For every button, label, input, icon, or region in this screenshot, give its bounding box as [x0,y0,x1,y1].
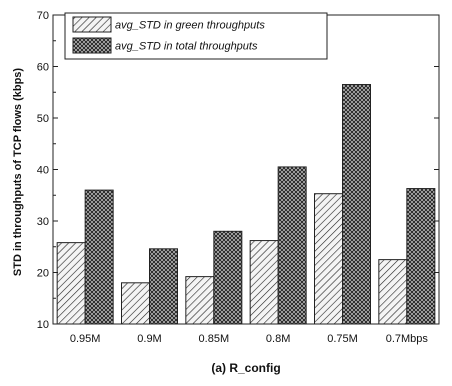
bar-total-5 [406,188,436,325]
y-tick-label: 30 [37,216,49,228]
x-axis: 0.95M 0.9M 0.85M 0.8M 0.75M 0.7Mbps [70,319,429,345]
bar-green-2 [185,276,215,325]
bar-green-1 [121,282,150,325]
bars-group [56,84,436,325]
bar-green-0 [56,242,86,325]
bar-total-3 [277,166,307,325]
legend-label-green: avg_STD in green throughputs [115,20,265,32]
y-tick-label: 50 [37,113,49,125]
y-tick-label: 10 [37,319,49,331]
x-axis-label: (a) R_config [211,361,280,375]
bar-total-1 [149,248,178,325]
bar-total-0 [84,189,114,325]
x-tick-label: 0.8M [266,333,290,345]
x-tick-label: 0.9M [137,333,161,345]
y-tick-label: 70 [37,10,49,22]
x-tick-label: 0.95M [70,333,101,345]
y-tick-label: 60 [37,62,49,74]
x-tick-label: 0.85M [199,333,230,345]
y-tick-label: 20 [37,268,49,280]
legend-label-total: avg_STD in total throughputs [115,41,258,53]
legend-swatch-total [72,37,112,54]
x-tick-label: 0.75M [327,333,358,345]
plot-frame [52,14,440,325]
y-axis-label: STD in throughputs of TCP flows (kbps) [12,68,24,277]
bar-green-3 [249,240,279,325]
legend: avg_STD in green throughputs avg_STD in … [64,12,328,60]
y-tick-label: 40 [37,165,49,177]
bar-green-4 [314,193,343,325]
bar-green-5 [378,259,408,325]
legend-swatch-green [72,16,112,33]
bar-total-4 [342,84,371,325]
y-axis: 10 20 30 40 50 60 70 [37,10,439,331]
x-tick-label: 0.7Mbps [386,333,429,345]
bar-total-2 [213,230,243,325]
